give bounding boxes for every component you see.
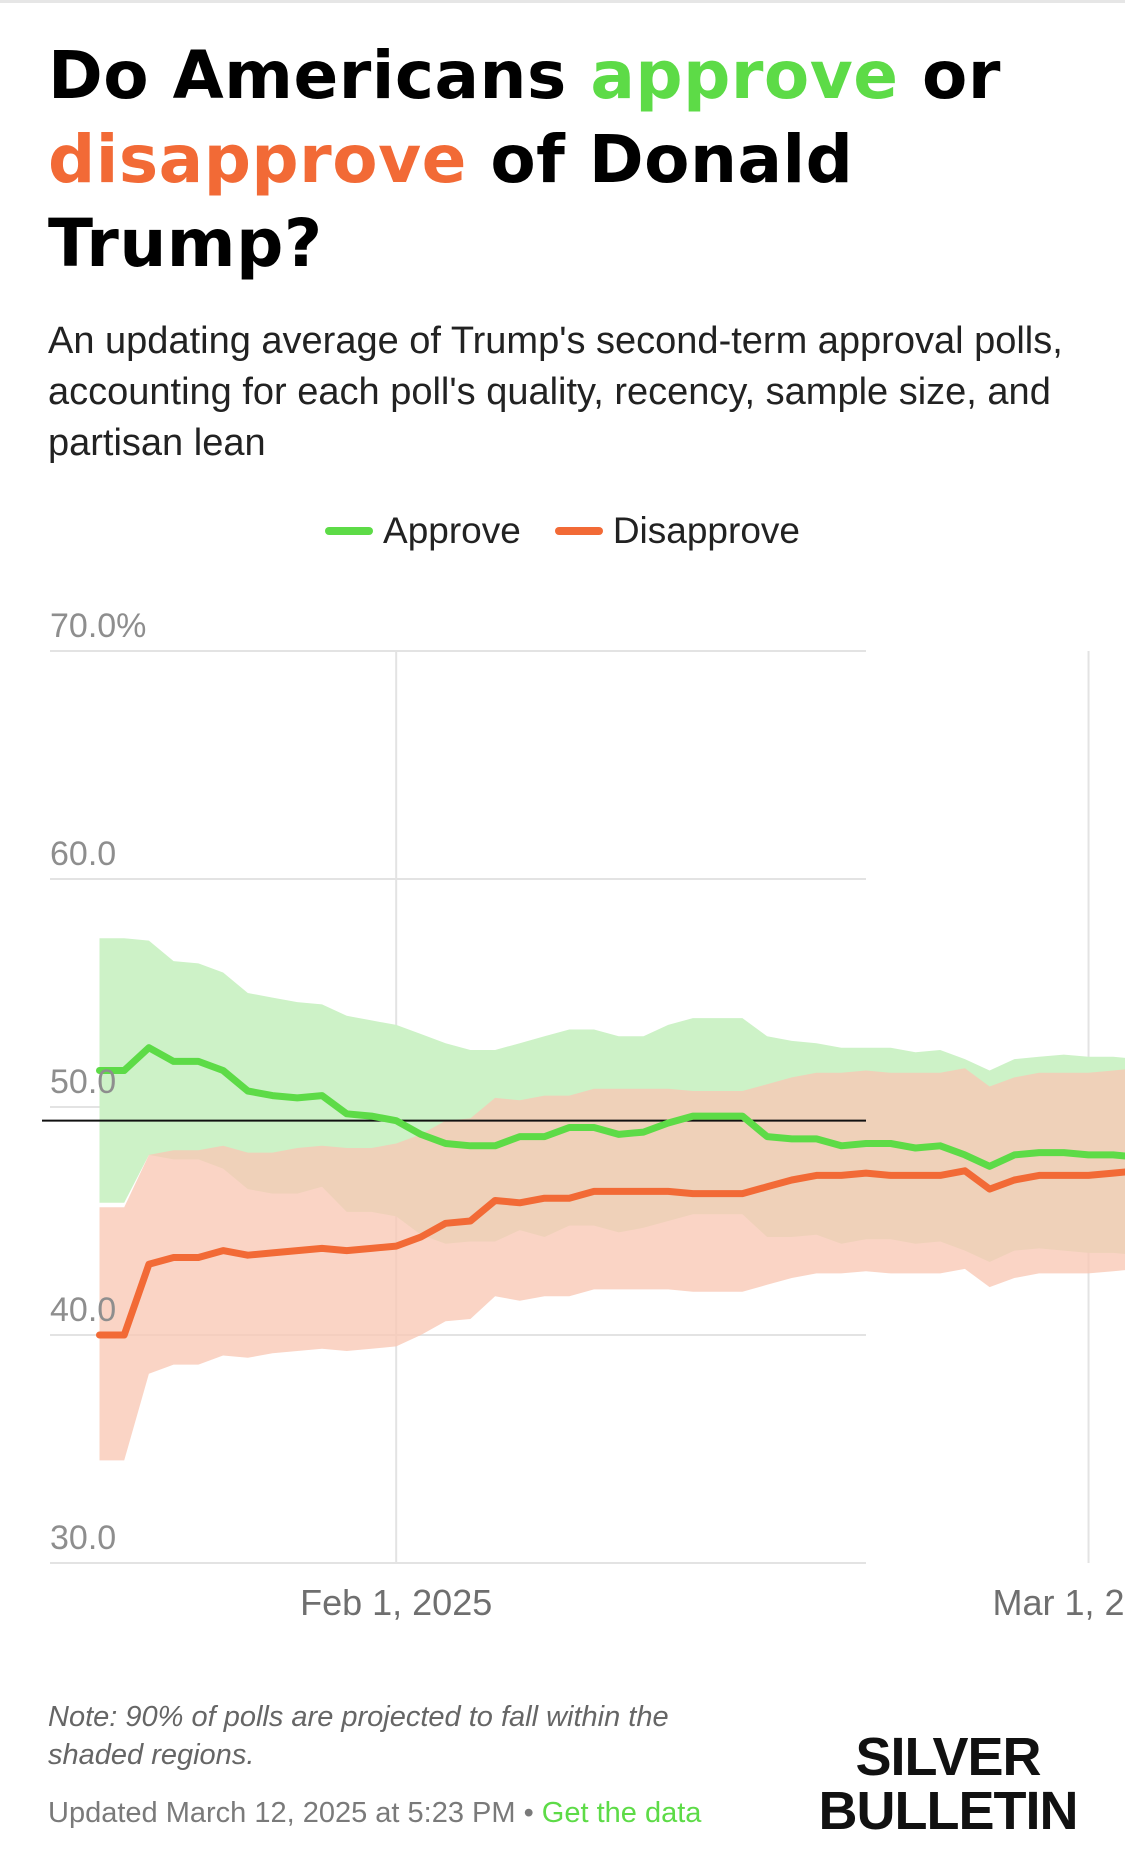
title-disapprove-word: disapprove xyxy=(48,121,467,198)
confidence-bands xyxy=(99,938,1125,1461)
y-tick-label: 50.0 xyxy=(50,1063,116,1101)
legend-swatch-approve xyxy=(325,527,374,535)
series-lines xyxy=(96,1044,1125,1339)
page-title: Do Americans approve or disapprove of Do… xyxy=(48,34,1068,286)
brand-line-2: BULLETIN xyxy=(818,1781,1079,1841)
footnote: Note: 90% of polls are projected to fall… xyxy=(48,1701,669,1771)
legend-label-approve: Approve xyxy=(383,510,521,551)
title-part-2: or xyxy=(898,37,1001,114)
y-tick-label: 70.0% xyxy=(50,607,146,645)
updated-separator: • xyxy=(515,1797,542,1829)
legend-item-disapprove[interactable]: Disapprove xyxy=(554,510,800,552)
band-disapprove xyxy=(99,1068,1125,1461)
y-tick-label: 60.0 xyxy=(50,835,116,873)
y-axis-labels: 70.0% 60.0 50.0 40.0 30.0 xyxy=(50,607,146,1557)
get-data-link[interactable]: Get the data xyxy=(541,1797,702,1829)
x-tick-label: Feb 1, 2025 xyxy=(300,1582,492,1623)
title-part-1: Do Americans xyxy=(48,37,591,114)
updated-line: Updated March 12, 2025 at 5:23 PM • Get … xyxy=(48,1797,808,1830)
series-line-disapprove xyxy=(96,1167,1125,1339)
page-subtitle: An updating average of Trump's second-te… xyxy=(48,320,1063,464)
y-tick-label: 30.0 xyxy=(50,1519,116,1557)
y-tick-label: 40.0 xyxy=(50,1291,116,1329)
updated-text: Updated March 12, 2025 at 5:23 PM xyxy=(48,1797,516,1829)
legend-label-disapprove: Disapprove xyxy=(612,510,800,551)
brand-logo: SILVER BULLETIN xyxy=(808,1730,1088,1838)
brand-line-1: SILVER xyxy=(855,1727,1041,1787)
legend-item-approve[interactable]: Approve xyxy=(325,510,521,552)
title-approve-word: approve xyxy=(590,37,899,114)
x-tick-label: Mar 1, 2025 xyxy=(992,1582,1125,1623)
x-axis-labels: Feb 1, 2025 Mar 1, 2025 xyxy=(300,1582,1125,1623)
chart-legend: Approve Disapprove xyxy=(0,510,1125,552)
legend-swatch-disapprove xyxy=(554,527,603,535)
top-divider xyxy=(0,0,1125,3)
series-line-approve xyxy=(96,1044,1125,1170)
approval-chart: 70.0% 60.0 50.0 40.0 30.0 Feb 1, 2025 Mar 1, … xyxy=(42,607,1125,1623)
title-part-3: of Donald Trump? xyxy=(48,121,854,282)
